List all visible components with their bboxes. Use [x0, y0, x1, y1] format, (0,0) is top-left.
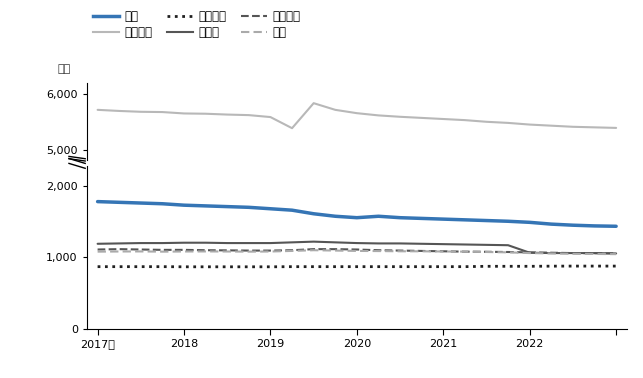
Legend: 日本, アメリカ, イギリス, ドイツ, フランス, 韓国: 日本, アメリカ, イギリス, ドイツ, フランス, 韓国	[93, 10, 301, 39]
Text: 万人: 万人	[57, 64, 70, 74]
